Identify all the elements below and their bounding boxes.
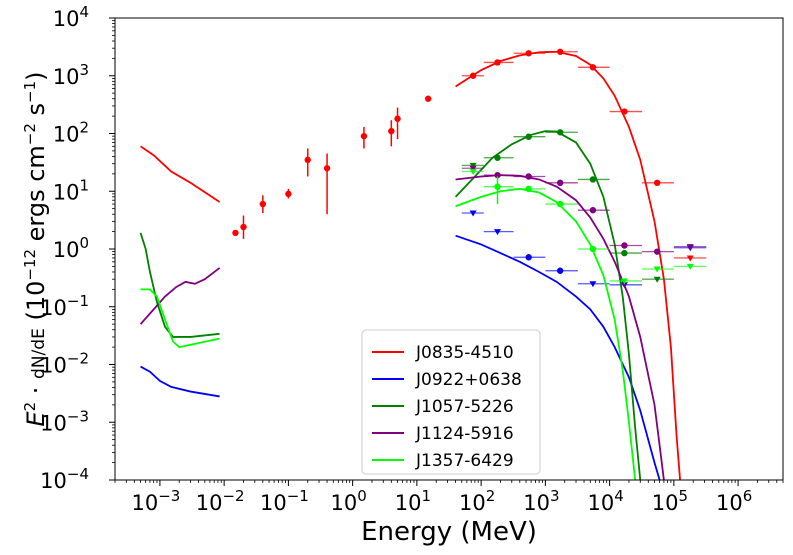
x-tick-label: 103 bbox=[523, 487, 559, 515]
data-point-j0835-4510 bbox=[494, 59, 501, 66]
legend-frame bbox=[361, 329, 541, 475]
x-tick-label: 10−1 bbox=[260, 487, 309, 515]
data-point-j1057-5226 bbox=[556, 129, 564, 136]
series-j0835-4510 bbox=[140, 48, 707, 480]
legend-label-j1057-5226: J1057-5226 bbox=[415, 397, 514, 417]
series-layer bbox=[139, 48, 707, 480]
upper-limit-j1124-5916 bbox=[469, 165, 477, 172]
upper-limit-j1357-6429 bbox=[620, 278, 628, 285]
upper-limit-j1124-5916 bbox=[686, 244, 694, 251]
data-point-j0835-4510 bbox=[589, 64, 597, 71]
y-tick-label: 103 bbox=[53, 61, 89, 89]
low-energy-curve-j1057-5226 bbox=[139, 232, 220, 338]
data-point-j0922-0638 bbox=[556, 267, 564, 274]
data-point-j1057-5226 bbox=[494, 154, 501, 161]
data-point-j0835-4510 bbox=[621, 108, 628, 115]
data-point-j0922-0638 bbox=[525, 254, 532, 261]
data-point-j0835-4510 bbox=[232, 229, 239, 237]
upper-limit-j1357-6429 bbox=[653, 266, 661, 273]
upper-limit-j1357-6429 bbox=[686, 263, 694, 270]
upper-limit-j0835-4510 bbox=[686, 255, 694, 262]
data-point-j0835-4510 bbox=[240, 223, 247, 231]
upper-limit-j1357-6429 bbox=[469, 168, 477, 175]
legend: J0835-4510 J0922+0638 J1057-5226 J1124-5916… bbox=[361, 329, 541, 475]
x-tick-label: 10−3 bbox=[131, 487, 180, 515]
data-point-j1124-5916 bbox=[653, 248, 661, 255]
x-tick-label: 101 bbox=[395, 487, 431, 515]
data-point-j1357-6429 bbox=[525, 185, 532, 193]
data-point-j0835-4510 bbox=[653, 179, 661, 187]
data-point-j0835-4510 bbox=[556, 48, 564, 55]
data-point-j0835-4510 bbox=[304, 156, 311, 164]
data-point-j0835-4510 bbox=[388, 127, 395, 135]
model-curve-j0922-0638 bbox=[455, 234, 661, 480]
data-point-j0835-4510 bbox=[285, 190, 292, 198]
upper-limit-j0922-0638 bbox=[494, 229, 502, 236]
model-curve-j1057-5226 bbox=[454, 130, 642, 480]
data-point-j1057-5226 bbox=[621, 249, 628, 257]
data-point-j1124-5916 bbox=[621, 242, 628, 249]
data-point-j0835-4510 bbox=[360, 132, 368, 140]
y-tick-label: 10−4 bbox=[40, 465, 89, 493]
x-tick-label: 104 bbox=[587, 487, 623, 515]
legend-label-j1357-6429: J1357-6429 bbox=[415, 451, 514, 471]
y-axis-label: E2 · dN/dE (10−12 ergs cm−2 s−1) bbox=[21, 71, 50, 426]
low-energy-curve-j0922-0638 bbox=[140, 365, 220, 398]
y-tick-label: 102 bbox=[53, 119, 89, 147]
data-point-j1357-6429 bbox=[556, 200, 564, 208]
x-tick-label: 10−2 bbox=[196, 487, 245, 515]
x-tick-label: 106 bbox=[716, 487, 752, 515]
data-point-j0835-4510 bbox=[525, 50, 532, 57]
legend-label-j0835-4510: J0835-4510 bbox=[415, 343, 514, 363]
low-energy-curve-j1357-6429 bbox=[140, 288, 220, 349]
series-j1124-5916 bbox=[139, 165, 707, 480]
low-energy-curve-j0835-4510 bbox=[140, 145, 221, 203]
data-point-j1124-5916 bbox=[494, 171, 501, 179]
x-tick-label: 102 bbox=[459, 487, 495, 515]
low-energy-curve-j1124-5916 bbox=[139, 267, 221, 325]
model-curve-j0835-4510 bbox=[455, 50, 681, 480]
data-point-j1124-5916 bbox=[556, 179, 564, 187]
y-tick-label: 101 bbox=[53, 176, 89, 204]
y-tick-label: 100 bbox=[53, 234, 89, 262]
series-j1057-5226 bbox=[139, 129, 674, 480]
model-curve-j1357-6429 bbox=[455, 187, 637, 480]
upper-limit-j0922-0638 bbox=[469, 210, 477, 217]
upper-limit-j1057-5226 bbox=[653, 276, 661, 283]
data-point-j0835-4510 bbox=[394, 115, 401, 122]
data-point-j1357-6429 bbox=[589, 245, 597, 253]
series-j1357-6429 bbox=[140, 168, 707, 480]
upper-limit-j0922-0638 bbox=[589, 281, 597, 288]
legend-label-j0922-0638: J0922+0638 bbox=[415, 370, 522, 390]
x-axis-label: Energy (MeV) bbox=[361, 517, 537, 547]
data-point-j1124-5916 bbox=[589, 206, 597, 214]
data-point-j0835-4510 bbox=[469, 72, 477, 79]
data-point-j1057-5226 bbox=[525, 133, 532, 140]
y-tick-label: 104 bbox=[53, 3, 89, 31]
data-point-j0835-4510 bbox=[424, 95, 432, 102]
data-point-j1357-6429 bbox=[494, 183, 501, 190]
x-tick-label: 100 bbox=[330, 487, 366, 515]
data-point-j1057-5226 bbox=[589, 176, 597, 183]
x-tick-label: 105 bbox=[652, 487, 688, 515]
legend-label-j1124-5916: J1124-5916 bbox=[415, 424, 514, 444]
data-point-j1124-5916 bbox=[525, 173, 532, 180]
data-point-j0835-4510 bbox=[259, 200, 267, 208]
data-point-j0835-4510 bbox=[323, 165, 331, 172]
